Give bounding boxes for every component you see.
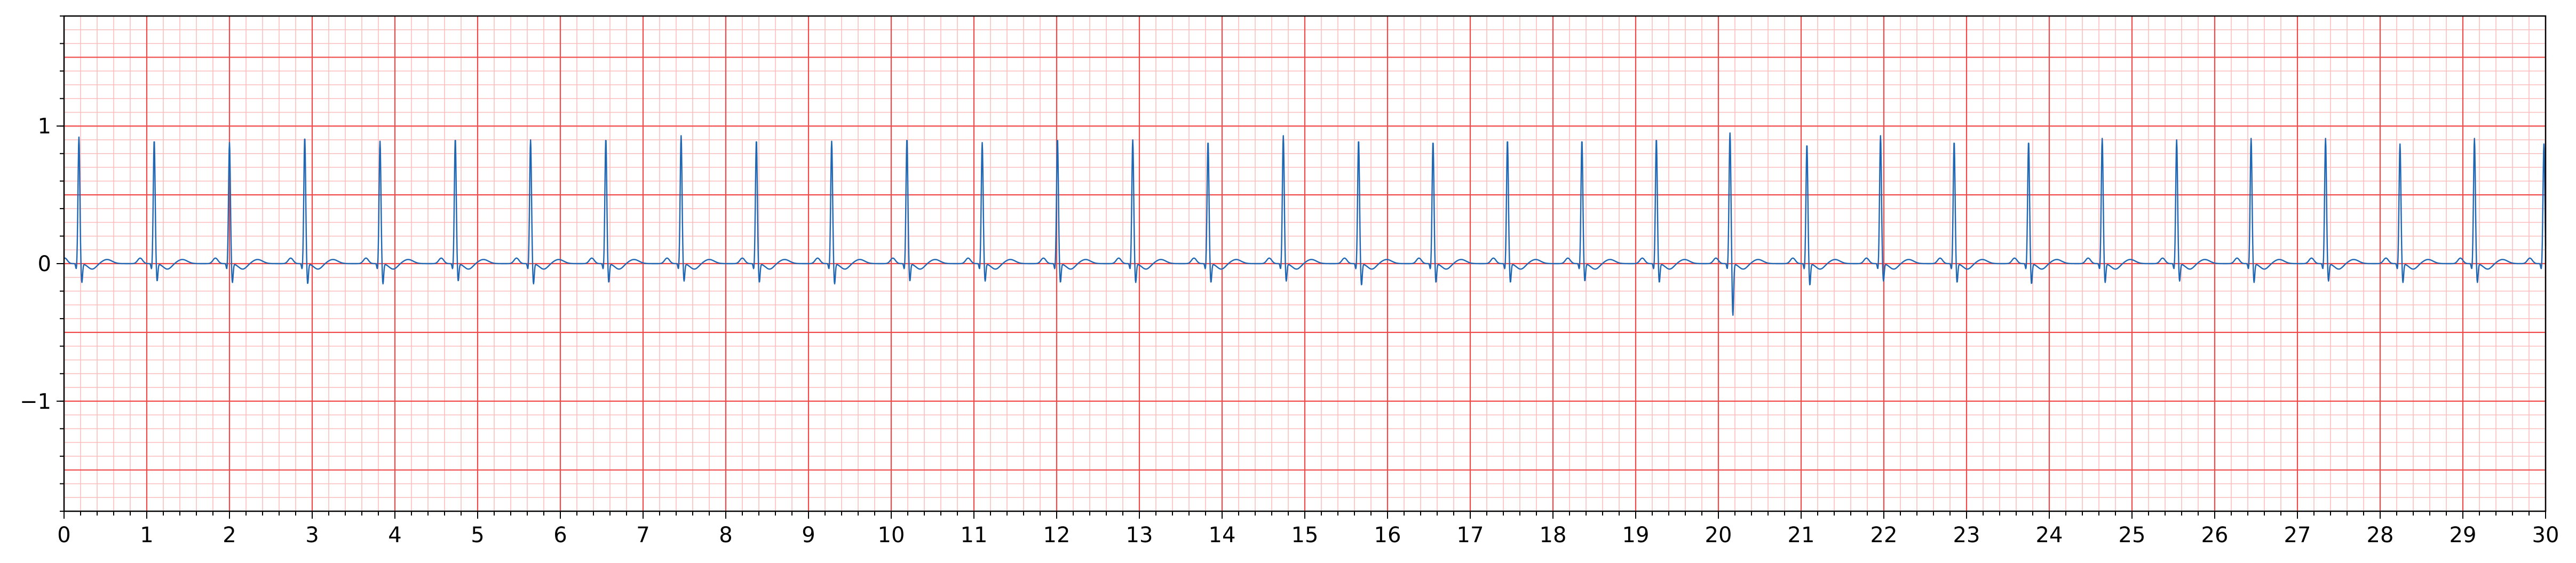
x-tick-label: 5 [471,523,484,548]
x-tick-label: 4 [388,523,401,548]
x-tick-label: 9 [802,523,815,548]
x-tick-label: 28 [2367,523,2394,548]
major-grid [63,16,2547,511]
x-tick-label: 30 [2532,523,2559,548]
x-tick-label: 24 [2036,523,2063,548]
x-tick-label: 15 [1291,523,1319,548]
ecg-trace-group [64,132,2547,316]
y-tick-label: −1 [20,390,51,414]
y-tick-label: 0 [38,252,51,276]
y-axis-ticks: 1 0 −1 [20,15,64,512]
x-tick-label: 18 [1540,523,1567,548]
x-tick-label: 16 [1374,523,1401,548]
x-tick-label: 1 [140,523,153,548]
x-tick-label: 26 [2201,523,2229,548]
x-tick-label: 22 [1870,523,1898,548]
x-tick-label: 6 [553,523,567,548]
x-tick-label: 17 [1457,523,1484,548]
x-tick-label: 2 [223,523,236,548]
x-tick-label: 19 [1622,523,1650,548]
x-tick-label: 21 [1788,523,1815,548]
x-tick-label: 7 [636,523,649,548]
x-tick-label: 12 [1043,523,1071,548]
ecg-trace [64,132,2547,316]
y-tick-label: 1 [38,114,51,139]
x-tick-label: 3 [305,523,319,548]
x-tick-label: 20 [1705,523,1732,548]
x-tick-label: 29 [2450,523,2477,548]
x-tick-label: 10 [878,523,905,548]
x-axis-ticks: 0 1 2 3 4 5 6 7 8 9 10 11 12 13 14 15 16 17 18 19 20 21 22 23 24… [57,511,2559,548]
x-tick-label: 8 [719,523,732,548]
x-tick-label: 27 [2284,523,2311,548]
x-tick-label: 11 [961,523,988,548]
x-tick-label: 0 [57,523,70,548]
x-tick-label: 25 [2119,523,2146,548]
x-tick-label: 13 [1126,523,1153,548]
x-tick-label: 23 [1953,523,1980,548]
x-tick-label: 14 [1209,523,1236,548]
